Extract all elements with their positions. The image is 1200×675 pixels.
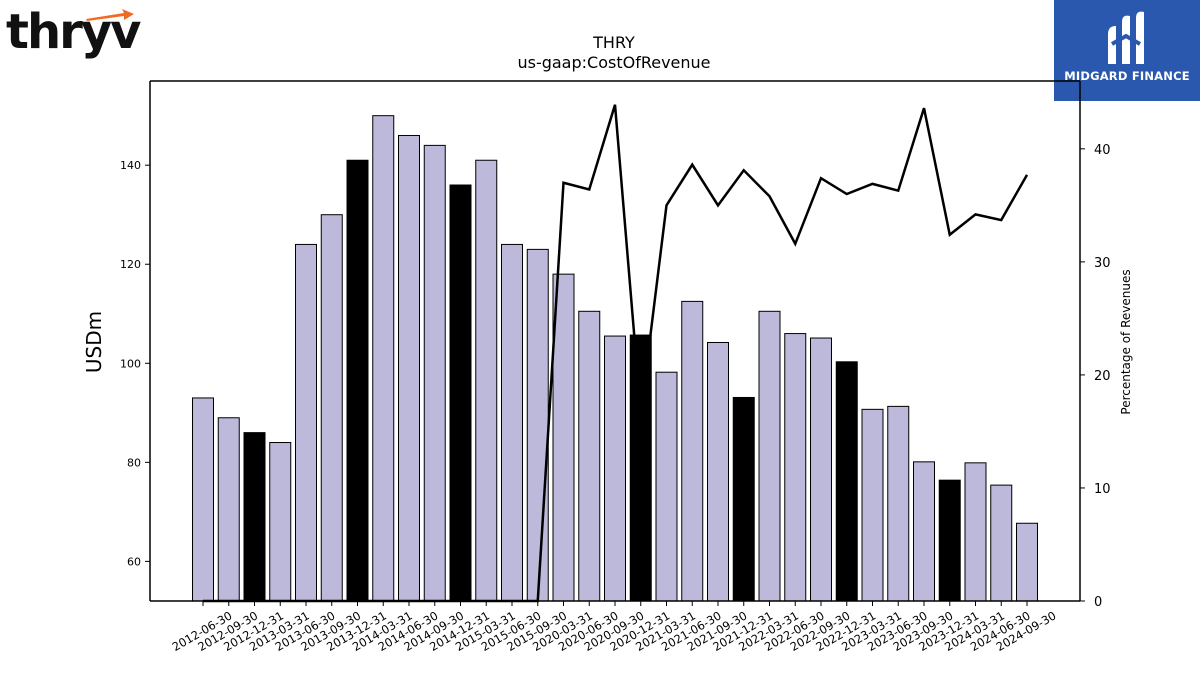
bar-2023-09-30 — [913, 461, 935, 602]
bar-2012-12-31 — [243, 432, 266, 602]
bar-2020-06-30 — [578, 310, 601, 602]
bar-2021-06-30 — [681, 300, 704, 602]
bar-2013-03-31 — [269, 442, 292, 602]
y-tick-label: 100 — [120, 357, 141, 370]
bar-2014-09-30 — [423, 144, 446, 602]
thryv-logo: thryv — [6, 4, 141, 60]
y2-tick-label: 30 — [1094, 256, 1111, 271]
bar-2024-06-30 — [990, 484, 1013, 602]
bar-2015-06-30 — [501, 243, 523, 602]
bar-2013-09-30 — [320, 214, 343, 602]
bar-2023-12-31 — [938, 479, 961, 602]
bar-2014-12-31 — [449, 184, 472, 602]
chart-title: THRY — [592, 33, 635, 52]
bar-2014-03-31 — [372, 115, 395, 602]
bar-2014-06-30 — [398, 134, 420, 602]
bar-2023-06-30 — [887, 405, 910, 602]
axes: 60801001201400102030402012-06-302012-09-… — [120, 80, 1111, 654]
y-tick-label: 80 — [127, 456, 141, 469]
bar-2021-03-31 — [655, 371, 678, 602]
midgard-finance-text: MIDGARD FINANCE — [1064, 69, 1190, 83]
y-tick-label: 120 — [120, 258, 141, 271]
y2-tick-label: 10 — [1094, 482, 1111, 497]
bar-2022-03-31 — [758, 310, 781, 602]
y-tick-label: 60 — [127, 555, 141, 568]
y2-axis-label: Percentage of Revenues — [1119, 269, 1133, 414]
y2-tick-label: 40 — [1094, 143, 1111, 158]
y2-tick-label: 0 — [1094, 595, 1102, 610]
bar-2015-09-30 — [526, 248, 549, 602]
y-axis-label: USDm — [82, 311, 106, 373]
thryv-logo-arrow-icon — [86, 9, 134, 21]
bar-2020-03-31 — [552, 273, 575, 602]
bar-2021-12-31 — [732, 396, 755, 602]
midgard-finance-logo: MIDGARD FINANCE — [1054, 0, 1200, 101]
bar-2024-09-30 — [1016, 522, 1038, 602]
bar-series — [192, 115, 1038, 602]
bar-2012-09-30 — [217, 417, 240, 602]
bar-2013-12-31 — [346, 159, 369, 602]
bar-2024-03-31 — [964, 462, 987, 602]
thryv-logo-text: thryv — [6, 4, 141, 60]
bar-2020-09-30 — [604, 335, 626, 602]
bar-2022-09-30 — [810, 337, 832, 602]
bar-2012-06-30 — [192, 397, 214, 602]
y-tick-label: 140 — [120, 159, 141, 172]
bar-2015-03-31 — [475, 159, 498, 602]
bar-2020-12-31 — [629, 334, 652, 602]
y2-tick-label: 20 — [1094, 369, 1111, 384]
bar-2023-03-31 — [861, 408, 884, 602]
chart-subtitle: us-gaap:CostOfRevenue — [517, 53, 710, 72]
bar-2021-09-30 — [707, 341, 729, 602]
midgard-finance-emblem-icon — [1108, 11, 1144, 65]
bar-2013-06-30 — [295, 243, 317, 602]
bar-2022-12-31 — [835, 361, 858, 602]
bar-2022-06-30 — [784, 333, 807, 602]
